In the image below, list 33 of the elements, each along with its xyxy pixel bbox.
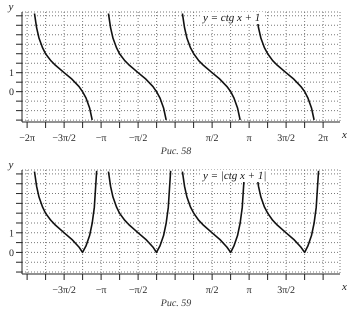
- x-tick-label: −π/2: [128, 133, 148, 144]
- x-tick-label: π/2: [206, 285, 219, 296]
- y-tick-label: 0: [9, 87, 14, 98]
- x-tick-label: π: [246, 133, 252, 144]
- x-tick-label: 3π/2: [277, 133, 296, 144]
- line-series: [108, 170, 172, 254]
- x-tick-label: π: [246, 285, 252, 296]
- line-series: [256, 170, 320, 254]
- chart-title: y = ctg x + 1: [200, 12, 264, 24]
- x-tick-label: π/2: [206, 133, 219, 144]
- line-series: [108, 12, 167, 121]
- y-axis-title: y: [8, 159, 14, 171]
- line-series: [182, 170, 246, 254]
- x-tick-label: 2π: [318, 133, 328, 144]
- y-tick-label: 0: [9, 248, 14, 259]
- chart-title: y = |ctg x + 1|: [200, 170, 270, 182]
- x-tick-label: −π: [96, 285, 106, 296]
- y-tick-label: 1: [9, 228, 14, 240]
- line-series: [34, 170, 98, 254]
- x-tick-label: 3π/2: [277, 285, 296, 296]
- x-tick-label: −π/2: [128, 285, 148, 296]
- x-tick-label: −3π/2: [52, 133, 76, 144]
- text: Рис. 58: [160, 146, 192, 158]
- line-series: [182, 12, 241, 121]
- x-tick-label: −2π: [19, 133, 35, 144]
- x-tick-label: −3π/2: [52, 285, 76, 296]
- x-tick-label: −π: [96, 133, 106, 144]
- y-tick-label: 1: [9, 68, 14, 80]
- x-axis-title: x: [341, 128, 347, 141]
- text: Рис. 59: [160, 298, 192, 310]
- y-axis-title: y: [8, 1, 14, 13]
- x-axis-title: x: [341, 280, 347, 293]
- line-series: [34, 12, 93, 121]
